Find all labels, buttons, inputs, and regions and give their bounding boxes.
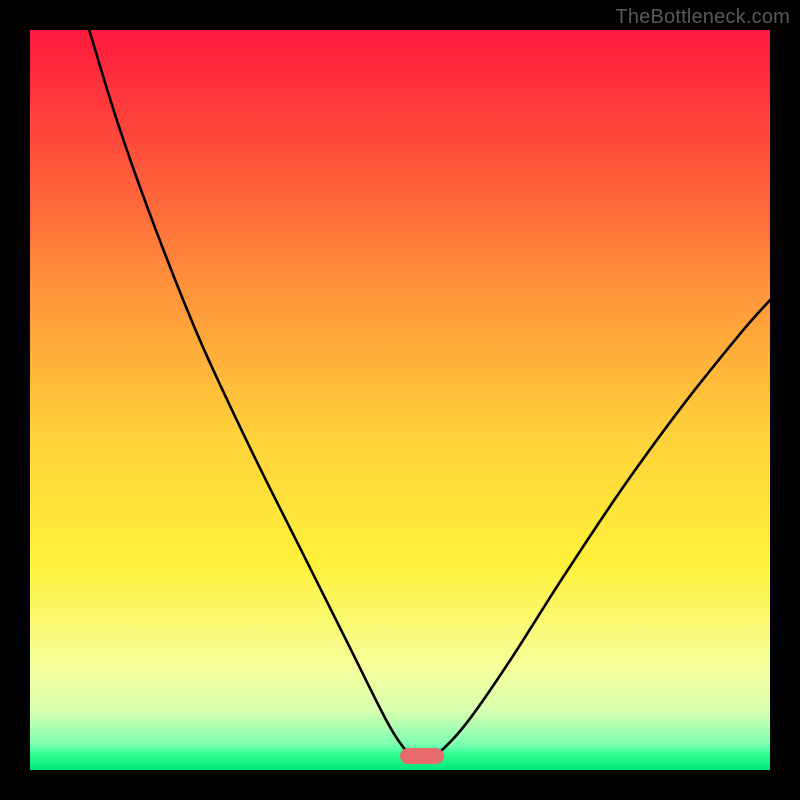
chart-frame: TheBottleneck.com: [0, 0, 800, 800]
watermark-text: TheBottleneck.com: [615, 6, 790, 29]
bottleneck-curve: [30, 30, 770, 770]
optimal-marker: [400, 748, 444, 764]
plot-area: [30, 30, 770, 770]
